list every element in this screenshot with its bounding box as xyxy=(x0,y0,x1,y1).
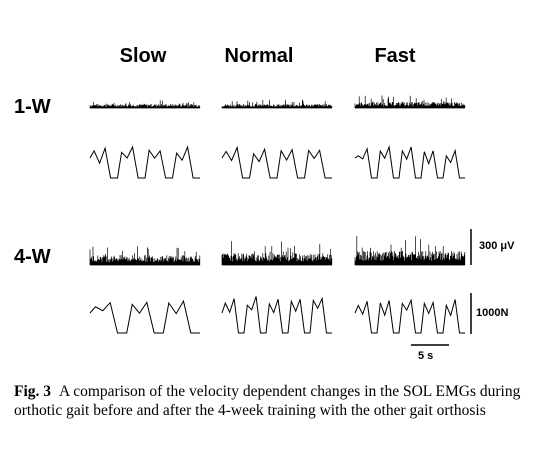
column-header-fast: Fast xyxy=(374,45,416,67)
emg-trace-1w-normal xyxy=(221,99,333,109)
emg-trace-1w-slow xyxy=(89,100,201,109)
emg-trace-4w-fast xyxy=(354,236,466,266)
force-trace-1w-fast xyxy=(354,145,465,179)
column-header-slow: Slow xyxy=(119,45,167,67)
column-header-normal: Normal xyxy=(224,45,294,67)
force-trace-4w-fast xyxy=(354,298,465,334)
force-scale-label: 1000N xyxy=(476,307,509,319)
trace-plot xyxy=(89,95,472,346)
force-trace-4w-slow xyxy=(89,299,200,334)
row-header-4w: 4-W xyxy=(14,246,51,268)
caption-label: Fig. 3 xyxy=(14,383,52,400)
emg-trace-1w-fast xyxy=(354,95,466,109)
force-trace-1w-slow xyxy=(89,145,200,179)
emg-trace-4w-normal xyxy=(221,241,333,266)
emg-trace-4w-slow xyxy=(89,246,201,266)
force-trace-4w-normal xyxy=(221,296,332,334)
time-scale-label: 5 s xyxy=(418,350,434,362)
row-header-1w: 1-W xyxy=(14,96,51,118)
emg-scale-label: 300 μV xyxy=(479,240,515,252)
caption-text: A comparison of the velocity dependent c… xyxy=(14,383,521,419)
force-trace-1w-normal xyxy=(221,145,332,179)
figure-panel: Slow Normal Fast 1-W 4-W 300 μV 1000N 5 … xyxy=(14,45,515,362)
